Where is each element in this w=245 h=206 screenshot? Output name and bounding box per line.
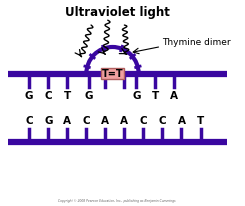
- FancyBboxPatch shape: [101, 68, 124, 79]
- Text: T: T: [64, 91, 71, 101]
- Text: A: A: [177, 116, 185, 126]
- Text: A: A: [101, 116, 109, 126]
- Text: G: G: [44, 116, 52, 126]
- Text: T: T: [152, 91, 159, 101]
- Text: A: A: [63, 116, 71, 126]
- Text: Ultraviolet light: Ultraviolet light: [65, 6, 170, 19]
- Text: C: C: [25, 116, 33, 126]
- Text: G: G: [25, 91, 34, 101]
- Text: Thymine dimer: Thymine dimer: [162, 38, 231, 47]
- Text: C: C: [140, 116, 147, 126]
- Text: G: G: [85, 91, 93, 101]
- Text: C: C: [44, 91, 52, 101]
- Text: A: A: [170, 91, 178, 101]
- Text: G: G: [132, 91, 141, 101]
- Text: C: C: [83, 116, 90, 126]
- Text: T: T: [197, 116, 204, 126]
- Text: C: C: [159, 116, 166, 126]
- Text: Copyright © 2008 Pearson Education, Inc., publishing as Benjamin Cummings: Copyright © 2008 Pearson Education, Inc.…: [59, 199, 176, 203]
- Text: A: A: [120, 116, 128, 126]
- Text: T=T: T=T: [102, 69, 123, 79]
